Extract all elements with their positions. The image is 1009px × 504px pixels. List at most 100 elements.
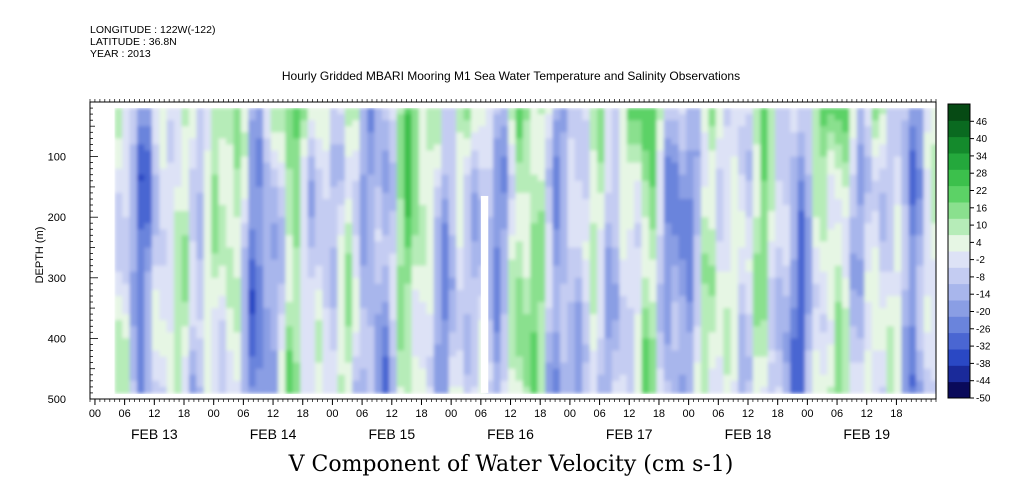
heatmap-cell <box>337 259 346 267</box>
heatmap-cell <box>686 277 695 285</box>
heatmap-cell <box>493 229 502 236</box>
heatmap-cell <box>790 186 799 194</box>
heatmap-cell <box>196 368 205 376</box>
heatmap-cell <box>641 296 650 303</box>
heatmap-cell <box>233 180 242 188</box>
heatmap-cell <box>893 320 902 327</box>
heatmap-cell <box>218 350 227 358</box>
heatmap-cell <box>656 114 665 121</box>
heatmap-cell <box>307 156 316 164</box>
heatmap-cell <box>611 259 620 267</box>
heatmap-cell <box>211 132 220 139</box>
heatmap-cell <box>574 217 583 224</box>
heatmap-cell <box>493 217 502 224</box>
heatmap-cell <box>574 241 583 249</box>
heatmap-cell <box>433 302 442 309</box>
heatmap-cell <box>545 356 554 364</box>
heatmap-cell <box>404 186 413 194</box>
heatmap-cell <box>144 247 153 255</box>
heatmap-cell <box>611 126 620 133</box>
heatmap-cell <box>322 374 331 382</box>
heatmap-cell <box>181 180 190 188</box>
heatmap-cell <box>233 289 242 297</box>
heatmap-cell <box>456 320 465 327</box>
heatmap-cell <box>300 338 309 346</box>
heatmap-cell <box>604 265 613 273</box>
heatmap-cell <box>641 132 650 139</box>
heatmap-cell <box>782 259 791 267</box>
heatmap-cell <box>344 314 353 321</box>
heatmap-cell <box>856 156 865 164</box>
heatmap-cell <box>582 302 591 309</box>
heatmap-cell <box>352 350 361 358</box>
heatmap-cell <box>470 199 479 206</box>
heatmap-cell <box>656 205 665 212</box>
heatmap-cell <box>701 150 709 158</box>
heatmap-cell <box>122 308 131 315</box>
heatmap-cell <box>611 186 620 194</box>
heatmap-cell <box>686 217 695 224</box>
heatmap-cell <box>530 302 539 309</box>
heatmap-cell <box>470 235 479 242</box>
heatmap-cell <box>396 186 405 194</box>
heatmap-cell <box>337 350 346 358</box>
heatmap-cell <box>188 229 197 236</box>
heatmap-cell <box>752 374 761 382</box>
heatmap-cell <box>597 368 606 376</box>
heatmap-cell <box>203 277 212 285</box>
heatmap-cell <box>790 350 799 358</box>
heatmap-cell <box>560 235 568 242</box>
heatmap-cell <box>255 162 264 170</box>
heatmap-cell <box>708 186 717 194</box>
heatmap-cell <box>426 205 435 212</box>
heatmap-cell <box>611 350 620 358</box>
heatmap-cell <box>381 271 390 279</box>
heatmap-cell <box>626 114 635 121</box>
heatmap-cell <box>693 174 702 182</box>
heatmap-cell <box>641 332 650 339</box>
heatmap-cell <box>856 308 865 315</box>
heatmap-cell <box>218 362 227 370</box>
heatmap-cell <box>174 296 183 303</box>
heatmap-cell <box>352 356 361 364</box>
heatmap-cell <box>270 108 279 115</box>
heatmap-cell <box>426 326 435 333</box>
heatmap-cell <box>322 332 331 339</box>
heatmap-cell <box>456 156 465 164</box>
heatmap-cell <box>745 192 754 200</box>
heatmap-cell <box>641 350 650 358</box>
heatmap-cell <box>203 259 212 267</box>
heatmap-cell <box>597 283 606 291</box>
heatmap-cell <box>730 253 739 261</box>
heatmap-cell <box>582 247 591 255</box>
heatmap-cell <box>159 114 168 121</box>
heatmap-cell <box>203 156 212 164</box>
heatmap-cell <box>812 344 821 352</box>
heatmap-cell <box>493 253 502 261</box>
heatmap-cell <box>663 217 672 224</box>
heatmap-cell <box>270 247 279 255</box>
heatmap-cell <box>730 156 739 164</box>
heatmap-cell <box>396 253 405 261</box>
heatmap-cell <box>641 374 650 382</box>
heatmap-cell <box>159 259 168 267</box>
heatmap-cell <box>485 114 494 121</box>
heatmap-cell <box>597 374 606 382</box>
heatmap-cell <box>285 380 294 388</box>
heatmap-cell <box>419 138 427 146</box>
heatmap-cell <box>574 150 583 158</box>
heatmap-cell <box>159 192 168 200</box>
heatmap-cell <box>211 205 220 212</box>
heatmap-cell <box>775 205 784 212</box>
heatmap-cell <box>760 283 769 291</box>
heatmap-cell <box>292 241 301 249</box>
heatmap-cell <box>114 296 123 303</box>
heatmap-cell <box>560 265 568 273</box>
heatmap-cell <box>226 180 235 188</box>
heatmap-cell <box>270 380 279 388</box>
heatmap-cell <box>879 314 888 321</box>
heatmap-cell <box>456 302 465 309</box>
heatmap-cell <box>782 356 791 364</box>
heatmap-cell <box>619 132 628 139</box>
heatmap-cell <box>493 326 502 333</box>
